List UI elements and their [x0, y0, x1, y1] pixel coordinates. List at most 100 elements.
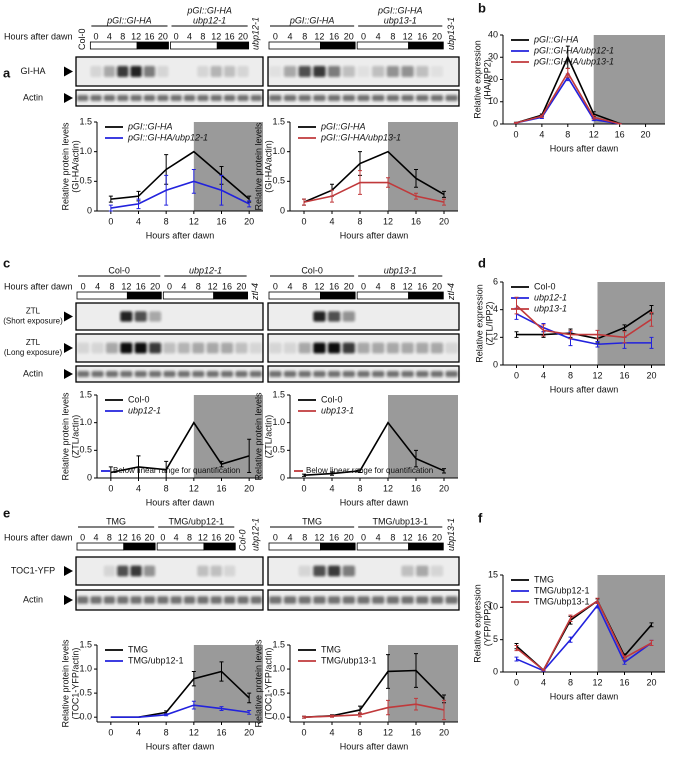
- panel-letter: a: [3, 65, 11, 80]
- y-tick-label: 0.5: [272, 445, 285, 455]
- series-line: [110, 150, 250, 200]
- y-tick-label: 10: [488, 96, 498, 106]
- lane-hour: 4: [376, 532, 381, 542]
- series-line: [303, 181, 445, 203]
- y-tick-label: 1.5: [79, 116, 92, 126]
- y-axis-label: Relative protein levels: [253, 122, 263, 211]
- blot-band: [183, 94, 196, 102]
- lane-hour: 12: [121, 281, 131, 291]
- x-tick-label: 16: [411, 727, 421, 737]
- panel-letter: b: [478, 0, 486, 15]
- x-tick-label: 4: [136, 216, 141, 226]
- lane-hour: 20: [158, 31, 168, 41]
- legend-label: pGI::GI-HA/ubp12-1: [127, 132, 208, 142]
- y-axis-label: (YFP/IPP2): [482, 601, 492, 647]
- dark-period-shade: [193, 122, 263, 211]
- error-bar: [191, 168, 196, 194]
- error-bar: [191, 700, 196, 710]
- error-bar: [358, 712, 362, 718]
- blot-band: [357, 370, 370, 378]
- light-bar: [156, 542, 205, 551]
- blot-band: [416, 596, 429, 604]
- blot-band: [327, 596, 341, 604]
- x-tick-label: 16: [619, 677, 629, 687]
- y-axis-label: Relative expression: [472, 584, 482, 663]
- blot-band: [283, 94, 297, 102]
- x-tick-label: 20: [439, 727, 449, 737]
- lane-label: ubp12-1: [251, 518, 261, 551]
- x-tick-label: 12: [589, 129, 599, 139]
- blot-band: [327, 65, 341, 78]
- lane-label: ubp13-1: [446, 518, 456, 551]
- dark-period-shade: [193, 395, 263, 478]
- blot-band: [130, 565, 142, 577]
- error-bar: [164, 713, 169, 717]
- y-axis-label: (GI-HA/actin): [263, 140, 273, 193]
- y-axis-label: (ZTL/actin): [70, 415, 80, 459]
- lane-hour: 16: [329, 281, 339, 291]
- lane-hour: 16: [222, 281, 232, 291]
- blot-band: [103, 65, 116, 78]
- x-tick-label: 8: [164, 483, 169, 493]
- y-tick-label: 0: [87, 205, 92, 215]
- blot-band: [77, 342, 90, 354]
- blot-band: [342, 565, 355, 577]
- error-bar: [595, 329, 600, 340]
- x-tick-label: 16: [411, 216, 421, 226]
- blot-band: [117, 596, 129, 604]
- y-tick-label: 1.0: [79, 146, 92, 156]
- series-line: [110, 704, 250, 718]
- lane-hour: 8: [196, 281, 201, 291]
- blot-band: [210, 596, 222, 604]
- blot-band: [91, 370, 104, 378]
- blot-band: [192, 370, 205, 378]
- row-arrow: [64, 343, 73, 353]
- error-bar: [622, 324, 627, 331]
- x-tick-label: 0: [301, 483, 306, 493]
- blot-band: [157, 596, 169, 604]
- error-bar: [108, 204, 113, 212]
- lane-hour: 20: [236, 281, 246, 291]
- blot-band: [416, 565, 429, 577]
- x-tick-label: 4: [329, 483, 334, 493]
- series-line: [303, 703, 445, 718]
- blot-band: [197, 65, 209, 78]
- group-label: ubp13-1: [384, 265, 417, 275]
- y-axis-label: Relative protein levels: [60, 392, 70, 481]
- legend-label: ubp12-1: [128, 405, 161, 415]
- blot-band: [342, 65, 355, 78]
- light-bar: [268, 41, 321, 50]
- blot-band: [416, 370, 429, 378]
- lane-hour: 16: [211, 532, 221, 542]
- error-bar: [414, 168, 418, 188]
- blot-band: [386, 65, 400, 78]
- blot-band: [357, 596, 370, 604]
- legend-label: TMG/ubp12-1: [128, 655, 184, 665]
- blot-band: [250, 596, 262, 604]
- x-axis-label: Hours after dawn: [550, 691, 619, 701]
- blot-band: [192, 342, 205, 354]
- y-tick-label: 0: [493, 118, 498, 128]
- lane-hour: 8: [390, 281, 395, 291]
- series-line: [516, 603, 652, 672]
- blot-band: [401, 342, 414, 354]
- blot-band: [105, 342, 119, 354]
- blot-band: [149, 311, 162, 322]
- blot-band: [430, 596, 444, 604]
- x-axis-label: Hours after dawn: [550, 143, 619, 153]
- row-label: Actin: [23, 368, 43, 378]
- x-tick-label: 0: [108, 483, 113, 493]
- y-axis-label: Relative protein levels: [253, 392, 263, 481]
- y-tick-label: 0: [493, 359, 498, 369]
- group-label: Col-0: [108, 265, 130, 275]
- blot-band: [210, 565, 222, 577]
- blot-band: [327, 311, 341, 322]
- blot-band: [90, 596, 102, 604]
- error-bar: [330, 471, 334, 476]
- lane-label: ztl-4: [250, 283, 260, 301]
- lane-label: Col-0: [77, 28, 87, 50]
- blot-band: [197, 596, 209, 604]
- blot-band: [149, 370, 162, 378]
- error-bar: [649, 311, 654, 327]
- x-tick-label: 16: [619, 370, 629, 380]
